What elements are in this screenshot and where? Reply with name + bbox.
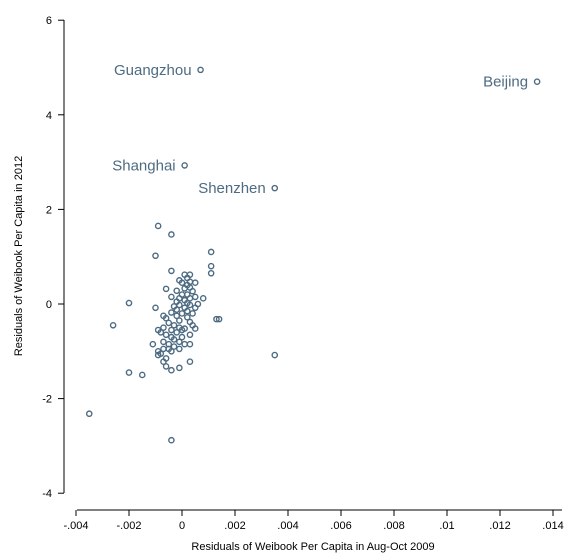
data-point: [213, 315, 220, 323]
data-point: [168, 293, 175, 301]
data-point: [186, 301, 194, 309]
data-point: [183, 313, 191, 321]
x-tick-label: .014: [542, 520, 563, 532]
scatter-points: [85, 66, 541, 444]
data-point: [168, 231, 175, 238]
data-point: [149, 340, 157, 348]
data-point: [207, 262, 215, 270]
y-tick-label: -4: [42, 488, 52, 500]
data-point: [170, 336, 178, 343]
data-point: [168, 309, 175, 316]
data-point: [160, 324, 167, 331]
data-point: [138, 371, 146, 379]
data-point: [207, 248, 215, 256]
point-label: Shenzhen: [198, 180, 266, 197]
data-point: [183, 307, 191, 315]
y-axis-title: Residuals of Weibook Per Capita in 2012: [13, 156, 25, 356]
x-tick-label: 0: [179, 520, 185, 532]
data-point: [173, 306, 180, 313]
data-point: [197, 66, 204, 74]
data-point: [168, 267, 175, 275]
data-point: [160, 358, 167, 366]
data-point: [157, 329, 165, 336]
data-point: [125, 369, 133, 376]
data-point: [162, 314, 170, 322]
x-tick-label: -.002: [116, 520, 141, 532]
data-point: [170, 343, 178, 350]
data-point: [181, 340, 188, 348]
data-point: [162, 331, 170, 339]
data-point: [178, 333, 186, 341]
data-point: [191, 304, 199, 312]
data-point: [162, 363, 170, 370]
data-point: [176, 345, 183, 353]
x-tick-label: -.004: [63, 520, 88, 532]
data-point: [191, 279, 199, 287]
x-tick-label: .002: [224, 520, 245, 532]
y-tick-label: 0: [46, 299, 52, 311]
data-point: [85, 410, 93, 418]
data-point: [173, 287, 180, 295]
data-point: [173, 329, 180, 336]
y-axis: -4 -2 0 2 4 6: [42, 15, 65, 500]
data-point: [162, 285, 170, 293]
data-point: [271, 351, 279, 359]
data-point: [152, 252, 159, 260]
data-point: [176, 364, 183, 372]
data-point: [207, 269, 215, 277]
x-tick-label: .008: [383, 520, 404, 532]
data-point: [191, 325, 199, 332]
x-tick-label: .012: [489, 520, 510, 532]
data-point: [168, 326, 175, 334]
data-point: [181, 162, 188, 169]
data-point: [271, 184, 279, 192]
point-label: Shanghai: [112, 157, 175, 174]
data-point: [154, 351, 162, 359]
x-tick-label: .01: [439, 520, 454, 532]
data-point: [168, 366, 175, 374]
data-point: [199, 295, 207, 302]
data-point: [170, 321, 178, 329]
data-point: [186, 358, 194, 366]
data-point: [533, 78, 541, 85]
point-label: Guangzhou: [114, 62, 192, 79]
data-point: [160, 338, 167, 346]
y-tick-label: 2: [46, 204, 52, 216]
y-tick-label: -2: [42, 394, 52, 406]
data-point: [173, 312, 180, 320]
data-point: [154, 222, 162, 230]
data-point: [168, 347, 175, 355]
x-tick-label: .004: [277, 520, 298, 532]
data-point: [176, 338, 183, 346]
data-point: [176, 317, 183, 324]
data-point: [186, 331, 194, 339]
data-point: [168, 436, 175, 444]
data-point: [191, 293, 199, 301]
y-tick-label: 6: [46, 15, 52, 27]
data-point: [109, 321, 117, 329]
data-point: [186, 340, 194, 348]
point-annotations: Guangzhou Beijing Shanghai Shenzhen: [112, 62, 528, 197]
data-point: [165, 319, 173, 327]
data-point: [125, 299, 133, 307]
data-point: [178, 326, 186, 334]
data-point: [178, 279, 186, 287]
y-tick-label: 4: [46, 110, 52, 122]
data-point: [189, 310, 196, 317]
x-axis: -.004 -.002 0 .002 .004 .006 .008 .01 .012 .014: [63, 509, 564, 532]
x-axis-title: Residuals of Weibook Per Capita in Aug-O…: [191, 541, 434, 553]
data-point: [215, 315, 223, 323]
data-point: [178, 310, 186, 317]
data-point: [152, 304, 159, 312]
point-label: Beijing: [483, 74, 528, 91]
data-point: [189, 287, 196, 295]
x-tick-label: .006: [330, 520, 351, 532]
